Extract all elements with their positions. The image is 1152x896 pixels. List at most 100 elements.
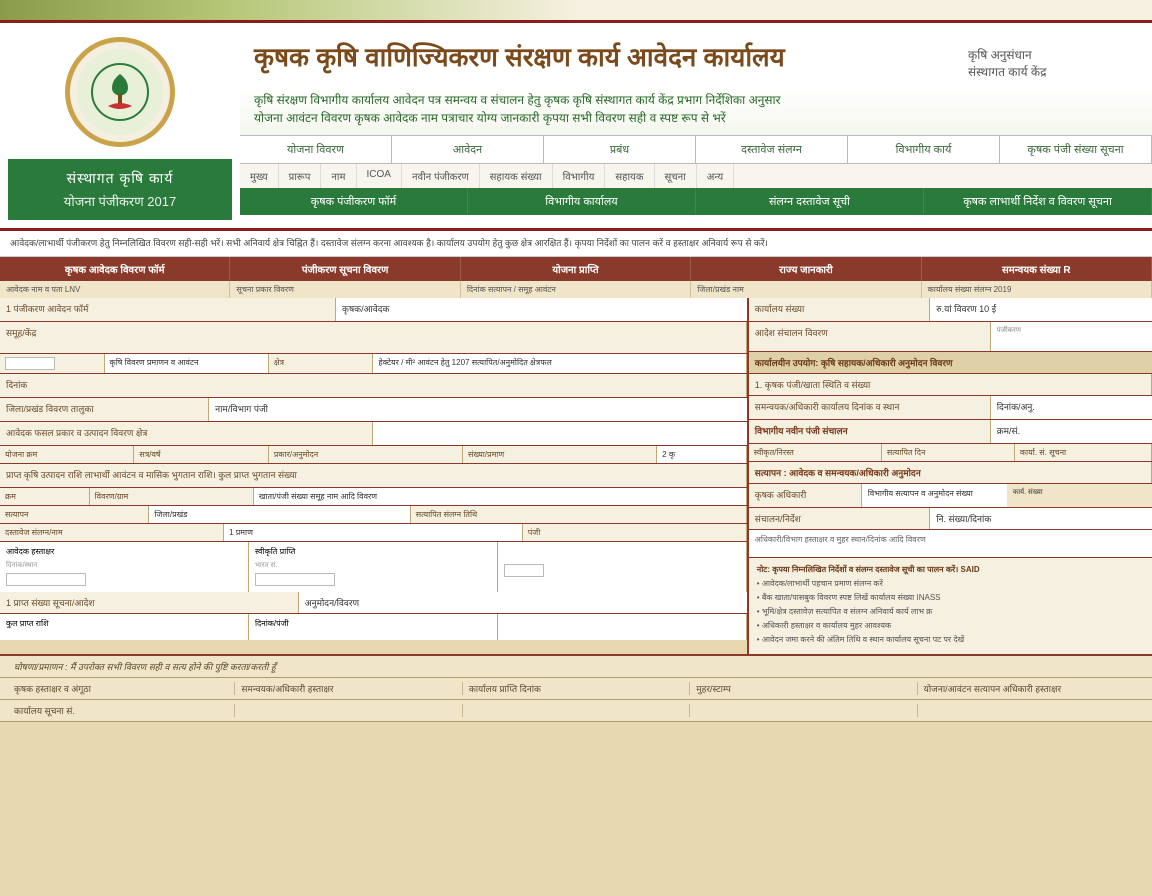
tabsub-4: कार्यालय संख्या संलग्न 2019: [922, 281, 1152, 298]
office-num-blank3: [690, 704, 917, 717]
c7c: प्रकार/अनुमोदन: [269, 446, 463, 463]
r-row-approve: स्वीकृत/निरस्त सत्यापित दिन कार्या. सं. …: [749, 444, 1152, 462]
sig-rec-input[interactable]: [255, 573, 335, 586]
left-form: 1 पंजीकरण आवेदन फॉर्म कृषक/आवेदक समूह/के…: [0, 298, 749, 654]
office-num-blank2: [463, 704, 690, 717]
nav1-item-4[interactable]: विभागीय कार्य: [848, 136, 1000, 163]
input-a[interactable]: [5, 357, 55, 370]
row-date: दिनांक: [0, 374, 747, 398]
declaration-text: घोषणा/प्रमाणन : मैं उपरोक्त सभी विवरण सह…: [8, 660, 1144, 673]
r-section-office: कार्यालयीन उपयोग: कृषि सहायक/अधिकारी अनु…: [749, 352, 1152, 374]
val-district[interactable]: नाम/विभाग पंजी: [209, 398, 478, 421]
decorative-top-strip: [0, 0, 1152, 20]
c10a: सत्यापन: [0, 506, 149, 523]
row-crop: आवेदक फसल प्रकार व उत्पादन विवरण क्षेत्र: [0, 422, 747, 446]
label-date: दिनांक: [0, 374, 747, 397]
tab-3[interactable]: राज्य जानकारी: [691, 257, 921, 281]
sig-receipt: स्वीकृति प्राप्ति भारत सं.: [249, 542, 498, 592]
nav3-item-2[interactable]: संलग्न दस्तावेज सूची: [696, 188, 924, 215]
tab-4[interactable]: समन्वयक संख्या R: [922, 257, 1152, 281]
c11b[interactable]: 1 प्रमाण: [224, 524, 523, 541]
nav-tertiary: कृषक पंजीकरण फॉर्म विभागीय कार्यालय संलग…: [240, 188, 1152, 215]
r-val-coord[interactable]: दिनांक/अनु.: [991, 396, 1152, 419]
row-group: समूह/केंद्र: [0, 322, 747, 354]
tab-1[interactable]: पंजीकरण सूचना विवरण: [230, 257, 460, 281]
r-row-coord: समन्वयक/अधिकारी कार्यालय दिनांक व स्थान …: [749, 396, 1152, 420]
sig-app-label: आवेदक हस्ताक्षर: [6, 546, 242, 557]
r-row-direct: संचालन/निर्देश नि. संख्या/दिनांक: [749, 508, 1152, 530]
nav2-item-6[interactable]: विभागीय: [553, 164, 606, 188]
r-label-direct: संचालन/निर्देश: [749, 508, 930, 529]
intro-text: आवेदक/लाभार्थी पंजीकरण हेतु निम्नलिखित व…: [0, 231, 1152, 257]
nav3-item-3[interactable]: कृषक लाभार्थी निर्देश व विवरण सूचना: [924, 188, 1152, 215]
nav2-item-1[interactable]: प्रारूप: [279, 164, 322, 188]
nav2-item-2[interactable]: नाम: [321, 164, 356, 188]
btm3: [498, 614, 747, 640]
row-district: जिला/प्रखंड विवरण तालुका नाम/विभाग पंजी: [0, 398, 747, 422]
label-reg: 1 पंजीकरण आवेदन फॉर्म: [0, 298, 336, 321]
office-num-blank1: [235, 704, 462, 717]
label-crop: आवेदक फसल प्रकार व उत्पादन विवरण क्षेत्र: [0, 422, 373, 445]
r-val-direct[interactable]: नि. संख्या/दिनांक: [930, 508, 1152, 529]
val-reg[interactable]: कृषक/आवेदक: [336, 298, 747, 321]
tab-0[interactable]: कृषक आवेदक विवरण फॉर्म: [0, 257, 230, 281]
signature-row: आवेदक हस्ताक्षर दिनांक/स्थान स्वीकृति प्…: [0, 542, 747, 592]
r-row-status: 1. कृषक पंजी/खाता स्थिति व संख्या: [749, 374, 1152, 396]
form-area: कृषक आवेदक विवरण फॉर्म पंजीकरण सूचना विव…: [0, 257, 1152, 722]
nav2-item-9[interactable]: अन्य: [697, 164, 734, 188]
val-crop[interactable]: [373, 422, 746, 445]
r-row-officer: कृषक अधिकारी विभागीय सत्यापन व अनुमोदन स…: [749, 484, 1152, 508]
main-title: कृषक कृषि वाणिज्यिकरण संरक्षण कार्य आवेद…: [254, 41, 968, 75]
nav1-item-3[interactable]: दस्तावेज संलग्न: [696, 136, 848, 163]
footer-0: कृषक हस्ताक्षर व अंगूठा: [8, 682, 235, 695]
val-district2[interactable]: [478, 398, 747, 421]
c10c: सत्यापित संलग्न तिथि: [411, 506, 747, 523]
nav1-item-5[interactable]: कृषक पंजी संख्या सूचना: [1000, 136, 1152, 163]
r-label-office: कार्यालय संख्या: [749, 298, 930, 321]
tab-2[interactable]: योजना प्राप्ति: [461, 257, 691, 281]
val-order[interactable]: अनुमोदन/विवरण: [299, 592, 747, 613]
footer-4: योजना/आवंटन सत्यापन अधिकारी हस्ताक्षर: [918, 682, 1144, 695]
sig-blank-input[interactable]: [504, 564, 544, 577]
c7b: सत्र/वर्ष: [134, 446, 268, 463]
form-tab-headers: कृषक आवेदक विवरण फॉर्म पंजीकरण सूचना विव…: [0, 257, 1152, 281]
row-payment: प्राप्त कृषि उत्पादन राशि लाभार्थी आवंटन…: [0, 464, 747, 488]
r-val-order: पंजीकरण: [991, 322, 1152, 351]
tabsub-3: जिला/प्रखंड नाम: [691, 281, 921, 298]
sidebar-title-2: योजना पंजीकरण 2017: [16, 192, 224, 210]
bottom-rows: घोषणा/प्रमाणन : मैं उपरोक्त सभी विवरण सह…: [0, 654, 1152, 722]
nav2-item-3[interactable]: ICOA: [357, 164, 402, 188]
nav3-item-0[interactable]: कृषक पंजीकरण फॉर्म: [240, 188, 468, 215]
r-label-coord: समन्वयक/अधिकारी कार्यालय दिनांक व स्थान: [749, 396, 991, 419]
nav2-item-5[interactable]: सहायक संख्या: [480, 164, 553, 188]
r-row-dept: विभागीय नवीन पंजी संचालन क्रम/सं.: [749, 420, 1152, 444]
subtitle-right: कृषि अनुसंधान संस्थागत कार्य केंद्र: [968, 41, 1138, 81]
notes-block: नोट: कृपया निम्नलिखित निर्देशों व संलग्न…: [749, 558, 1152, 654]
bottom-amounts: कुल प्राप्त राशि दिनांक/पंजी: [0, 614, 747, 640]
c7v[interactable]: 2 कृ: [657, 446, 747, 463]
nav1-item-0[interactable]: योजना विवरण: [240, 136, 392, 163]
form-two-column: 1 पंजीकरण आवेदन फॉर्म कृषक/आवेदक समूह/के…: [0, 298, 1152, 654]
footer-3: मुहर/स्टाम्प: [690, 682, 917, 695]
sig-applicant: आवेदक हस्ताक्षर दिनांक/स्थान: [0, 542, 249, 592]
sig-app-input[interactable]: [6, 573, 86, 586]
nav2-item-7[interactable]: सहायक: [605, 164, 654, 188]
note-2: • बैंक खाता/पासबुक विवरण स्पष्ट लिखें का…: [757, 592, 1144, 604]
r-row-office: कार्यालय संख्या रु.यां विवरण 10 ई: [749, 298, 1152, 322]
c9c[interactable]: खाता/पंजी संख्या समूह नाम आदि विवरण: [254, 488, 747, 505]
header-description: कृषि संरक्षण विभागीय कार्यालय आवेदन पत्र…: [240, 87, 1152, 135]
note-1: • आवेदक/लाभार्थी पहचान प्रमाण संलग्न करे…: [757, 578, 1144, 590]
r-val-dept[interactable]: क्रम/सं.: [991, 420, 1152, 443]
c9a: क्रम: [0, 488, 90, 505]
nav2-item-4[interactable]: नवीन पंजीकरण: [402, 164, 480, 188]
nav1-item-1[interactable]: आवेदन: [392, 136, 544, 163]
nav2-item-8[interactable]: सूचना: [655, 164, 697, 188]
office-num-blank4: [918, 704, 1144, 717]
desc-1: कृषि संरक्षण विभागीय कार्यालय आवेदन पत्र…: [254, 91, 1138, 109]
nav2-item-0[interactable]: मुख्य: [240, 164, 279, 188]
c10b[interactable]: जिला/प्रखंड: [149, 506, 410, 523]
sig-blank: [498, 542, 747, 592]
r6a: स्वीकृत/निरस्त: [749, 444, 882, 461]
nav3-item-1[interactable]: विभागीय कार्यालय: [468, 188, 696, 215]
nav1-item-2[interactable]: प्रबंध: [544, 136, 696, 163]
